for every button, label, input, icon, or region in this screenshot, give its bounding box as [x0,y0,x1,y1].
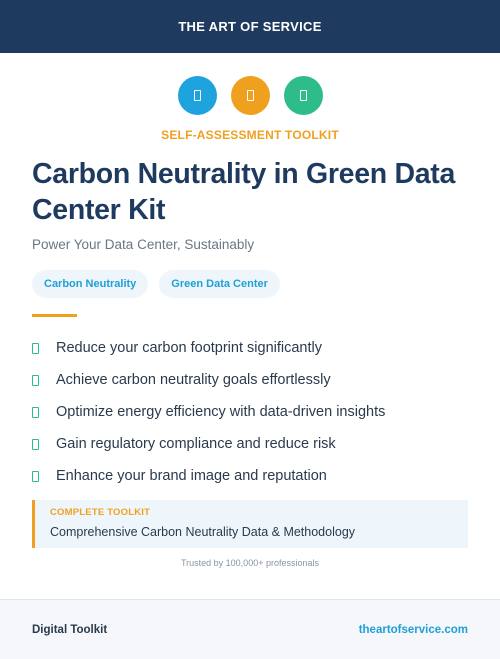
check-icon [32,470,39,482]
benefit-text: Reduce your carbon footprint significant… [56,340,322,356]
benefit-text: Enhance your brand image and reputation [56,468,327,484]
accent-divider [32,314,77,317]
toolkit-label: COMPLETE TOOLKIT [50,507,151,518]
page-title: Carbon Neutrality in Green Data Center K… [32,158,456,226]
footer-label: Digital Toolkit [32,623,108,636]
check-icon [32,342,39,354]
document-icon [246,90,254,101]
document-icon [193,90,201,101]
icon-row [0,76,500,115]
benefit-text: Optimize energy efficiency with data-dri… [56,404,386,420]
tag-carbon-neutrality: Carbon Neutrality [32,270,149,298]
toolkit-description: Comprehensive Carbon Neutrality Data & M… [50,525,356,539]
list-item: Achieve carbon neutrality goals effortle… [32,364,472,396]
icon-circle-green [283,76,323,115]
footer: Digital Toolkit theartofservice.com [0,599,500,659]
eyebrow-label: SELF-ASSESSMENT TOOLKIT [161,128,339,142]
tag-list: Carbon Neutrality Green Data Center [32,270,280,298]
footer-website-link[interactable]: theartofservice.com [358,623,468,636]
document-icon [299,90,307,101]
list-item: Gain regulatory compliance and reduce ri… [32,428,472,460]
list-item: Reduce your carbon footprint significant… [32,332,472,364]
icon-circle-blue [177,76,217,115]
benefit-text: Achieve carbon neutrality goals effortle… [56,372,331,388]
tag-green-data-center: Green Data Center [159,270,280,298]
trusted-note: Trusted by 100,000+ professionals [180,558,319,568]
benefit-list: Reduce your carbon footprint significant… [32,332,472,492]
list-item: Enhance your brand image and reputation [32,460,472,492]
check-icon [32,438,39,450]
toolkit-callout: COMPLETE TOOLKIT Comprehensive Carbon Ne… [32,500,468,548]
subtitle: Power Your Data Center, Sustainably [32,237,255,252]
check-icon [32,374,39,386]
check-icon [32,406,39,418]
benefit-text: Gain regulatory compliance and reduce ri… [56,436,336,452]
icon-circle-orange [230,76,270,115]
header-bar: THE ART OF SERVICE [0,0,500,53]
brand-name: THE ART OF SERVICE [178,19,322,34]
list-item: Optimize energy efficiency with data-dri… [32,396,472,428]
